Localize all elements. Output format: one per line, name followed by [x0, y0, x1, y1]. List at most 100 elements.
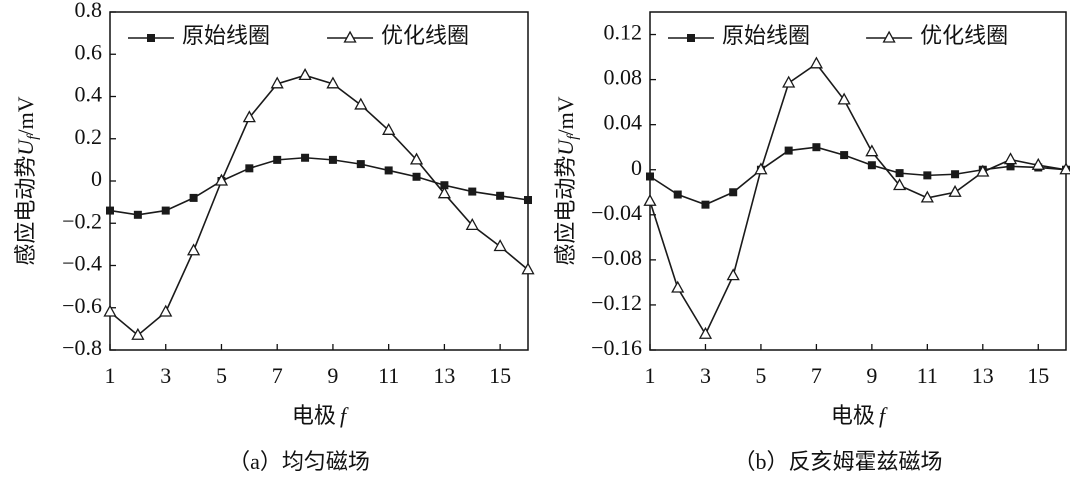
x-tick-label: 11	[917, 363, 938, 388]
y-label-unit: /mV	[553, 96, 578, 135]
marker	[521, 262, 535, 275]
y-tick-label: −0.16	[591, 335, 642, 360]
marker	[493, 239, 507, 252]
marker	[729, 188, 738, 197]
legend-label: 原始线圈	[722, 23, 810, 48]
legend-label: 优化线圈	[920, 23, 1008, 48]
y-axis-label: 感应电动势Uf/mV	[13, 96, 41, 265]
marker	[214, 173, 229, 186]
marker	[189, 193, 198, 202]
x-tick-label: 15	[489, 363, 511, 388]
y-label-subscript: f	[25, 134, 41, 140]
legend-marker	[343, 30, 357, 43]
x-tick-label: 3	[700, 363, 711, 388]
y-label-text: 感应电动势	[13, 156, 38, 266]
x-label-symbol: f	[879, 403, 888, 428]
legend-marker	[147, 34, 155, 42]
y-label-symbol: U	[13, 138, 38, 156]
marker	[671, 280, 685, 293]
marker	[812, 143, 821, 152]
marker	[893, 178, 907, 191]
series-line	[109, 74, 529, 337]
plot-frame	[649, 11, 1067, 351]
x-tick-label: 5	[755, 363, 766, 388]
y-tick-label: 0.08	[604, 65, 643, 90]
marker	[103, 304, 117, 317]
marker	[356, 160, 365, 169]
marker	[840, 151, 849, 160]
y-label-unit: /mV	[13, 96, 38, 135]
marker	[1031, 157, 1045, 170]
x-tick-label: 1	[105, 363, 116, 388]
marker	[465, 218, 479, 231]
y-label-subscript: f	[565, 134, 581, 140]
marker	[524, 196, 532, 205]
x-label-symbol: f	[340, 403, 349, 428]
y-tick-label: 0.6	[75, 39, 103, 64]
marker	[1059, 162, 1070, 175]
marker	[1006, 162, 1015, 171]
marker	[131, 327, 145, 340]
marker	[161, 206, 170, 215]
y-tick-label: 0.4	[75, 82, 103, 107]
x-axis-label: 电极 f	[292, 403, 349, 428]
y-tick-label: 0	[631, 155, 642, 180]
marker	[496, 191, 505, 200]
x-tick-label: 7	[272, 363, 283, 388]
legend-marker	[882, 30, 896, 43]
x-label-text: 电极	[292, 403, 336, 428]
y-tick-label: −0.4	[62, 251, 102, 276]
x-tick-label: 3	[160, 363, 171, 388]
marker	[354, 97, 368, 110]
x-tick-label: 15	[1027, 363, 1049, 388]
marker	[106, 206, 114, 215]
series-line	[649, 62, 1067, 336]
marker	[328, 155, 337, 164]
marker	[133, 210, 142, 219]
y-axis-label: 感应电动势Uf/mV	[553, 96, 581, 265]
marker	[159, 304, 173, 317]
x-tick-label: 13	[972, 363, 994, 388]
marker	[440, 181, 449, 190]
marker	[895, 169, 904, 178]
caption: （b）反亥姆霍兹磁场	[733, 449, 942, 474]
marker	[865, 144, 879, 157]
y-tick-label: −0.8	[62, 335, 102, 360]
marker	[273, 155, 282, 164]
marker	[867, 161, 876, 170]
marker	[701, 200, 710, 209]
marker	[643, 193, 657, 206]
marker	[809, 56, 823, 69]
marker	[242, 110, 256, 123]
x-tick-label: 7	[811, 363, 822, 388]
marker	[976, 164, 990, 177]
marker	[920, 190, 934, 203]
series-line	[109, 156, 529, 216]
x-tick-label: 13	[433, 363, 455, 388]
series-line	[649, 146, 1067, 206]
y-tick-label: −0.12	[591, 290, 642, 315]
marker	[784, 146, 793, 155]
marker	[437, 186, 451, 199]
marker	[698, 326, 713, 339]
y-tick-label: −0.6	[62, 293, 102, 318]
marker	[837, 92, 851, 105]
legend-label: 优化线圈	[381, 23, 469, 48]
x-label-text: 电极	[831, 403, 875, 428]
marker	[923, 171, 932, 180]
x-tick-label: 1	[645, 363, 656, 388]
x-axis-label: 电极 f	[831, 403, 888, 428]
x-tick-label: 9	[866, 363, 877, 388]
y-label-text: 感应电动势	[553, 156, 578, 266]
marker	[754, 162, 768, 175]
plot-frame	[109, 11, 529, 351]
y-tick-label: 0.12	[604, 20, 643, 45]
x-tick-label: 11	[378, 363, 399, 388]
marker	[951, 170, 960, 179]
y-tick-label: −0.2	[62, 208, 102, 233]
y-tick-label: −0.04	[591, 200, 642, 225]
x-tick-label: 5	[216, 363, 227, 388]
x-tick-label: 9	[327, 363, 338, 388]
marker	[948, 184, 962, 197]
